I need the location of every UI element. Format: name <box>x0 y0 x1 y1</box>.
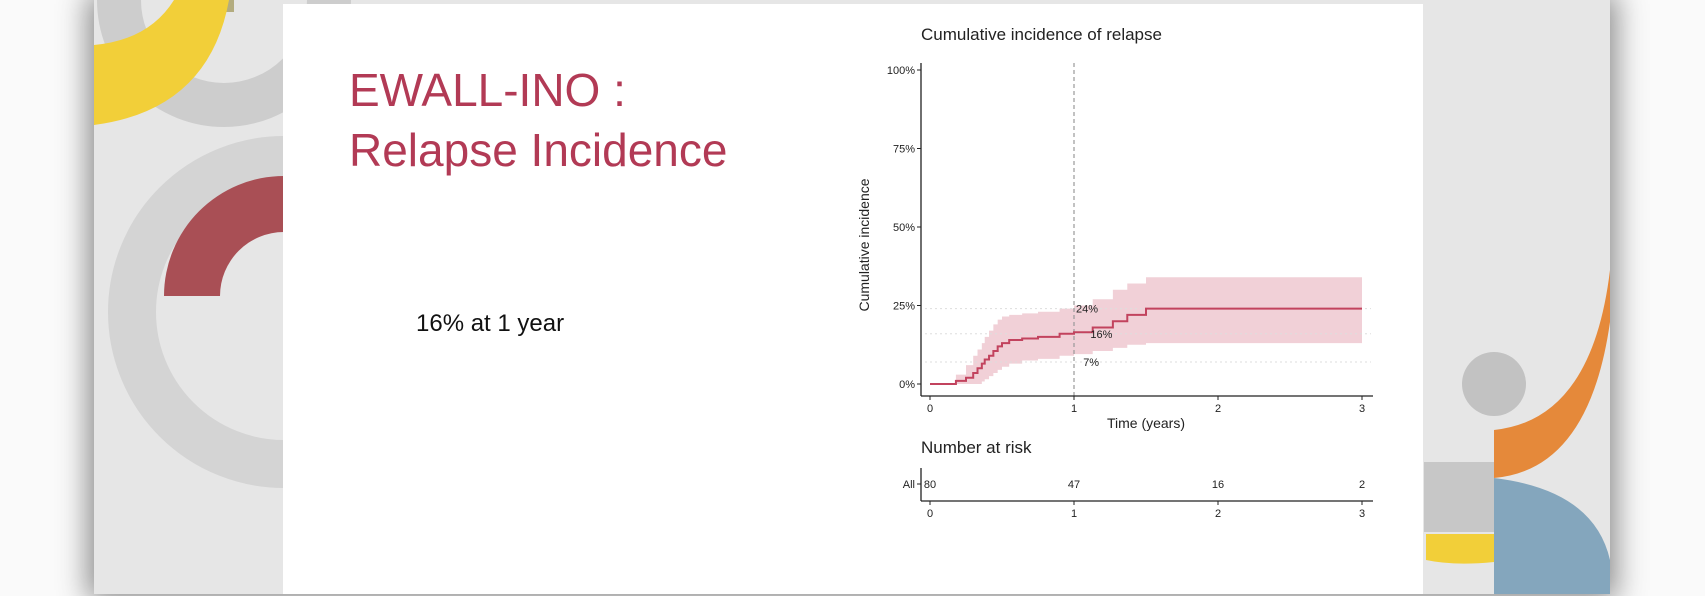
y-tick-label: 75% <box>893 144 915 156</box>
risk-table-x-tick-label: 1 <box>1071 508 1077 520</box>
grey-square-shape <box>1424 462 1494 532</box>
grey-dot-shape <box>1462 352 1526 416</box>
annotation-label: 24% <box>1076 304 1098 316</box>
slide: EWALL-INO : Relapse Incidence 16% at 1 y… <box>283 4 1423 594</box>
x-axis-label: Time (years) <box>1107 415 1185 431</box>
blue-arc-shape <box>1494 478 1610 594</box>
risk-count: 16 <box>1212 479 1224 491</box>
x-tick-label: 1 <box>1071 403 1077 415</box>
risk-table-x-tick-label: 0 <box>927 508 933 520</box>
slide-viewport: EWALL-INO : Relapse Incidence 16% at 1 y… <box>94 0 1610 594</box>
risk-table-x-tick-label: 3 <box>1359 508 1365 520</box>
summary-statistic: 16% at 1 year <box>416 310 565 337</box>
slide-title: EWALL-INO : Relapse Incidence <box>349 60 727 180</box>
cumulative-incidence-chart: Cumulative incidence of relapse 0% 25% 50% 7… <box>856 25 1373 520</box>
risk-table-title: Number at risk <box>921 438 1032 457</box>
maroon-arc-shape <box>164 176 284 296</box>
x-tick-label: 3 <box>1359 403 1365 415</box>
risk-count: 47 <box>1068 479 1080 491</box>
yellow-wedge-shape <box>1426 534 1494 564</box>
chart-title: Cumulative incidence of relapse <box>921 25 1162 44</box>
orange-arc-shape <box>1494 270 1610 478</box>
y-tick-label: 50% <box>893 222 915 234</box>
grey-ring-top-shape <box>97 0 351 127</box>
annotation-label: 7% <box>1083 357 1099 369</box>
y-tick-label: 100% <box>887 65 915 77</box>
annotation-label: 16% <box>1090 329 1112 341</box>
yellow-leaf-shape <box>94 0 229 125</box>
risk-table-row-label: All <box>903 479 915 491</box>
confidence-band <box>930 277 1362 384</box>
x-tick-label: 0 <box>927 403 933 415</box>
risk-table-x-tick-label: 2 <box>1215 508 1221 520</box>
y-tick-label: 0% <box>899 379 915 391</box>
risk-count: 2 <box>1359 479 1365 491</box>
y-tick-label: 25% <box>893 301 915 313</box>
x-tick-label: 2 <box>1215 403 1221 415</box>
risk-count: 80 <box>924 479 936 491</box>
slide-title-line-2: Relapse Incidence <box>349 124 728 176</box>
slide-title-line-1: EWALL-INO : <box>349 64 626 116</box>
y-axis-label: Cumulative incidence <box>856 178 872 311</box>
incidence-curve <box>930 307 1362 385</box>
